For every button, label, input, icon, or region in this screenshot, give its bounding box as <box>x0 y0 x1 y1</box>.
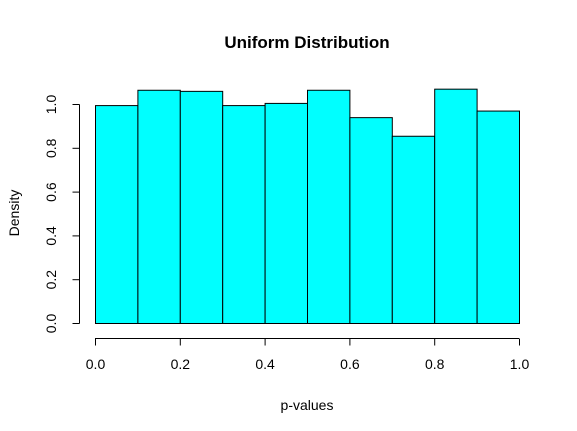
y-axis: 0.0 0.2 0.4 0.6 0.8 1.0 <box>43 95 80 334</box>
y-tick-label: 0.2 <box>43 270 59 290</box>
histogram-bar <box>222 105 266 324</box>
histogram-bar <box>264 102 309 324</box>
histogram-bar <box>476 110 521 324</box>
histogram-bar <box>307 89 351 324</box>
histogram-bar <box>391 135 436 324</box>
x-tick-label: 1.0 <box>510 356 530 372</box>
histogram-bar <box>434 88 478 324</box>
x-tick-label: 0.0 <box>86 356 106 372</box>
y-tick-label: 1.0 <box>43 95 59 115</box>
x-tick-label: 0.8 <box>425 356 445 372</box>
y-tick-label: 0.4 <box>43 226 59 246</box>
bars-group <box>95 88 521 324</box>
y-axis-title: Density <box>6 190 22 237</box>
x-tick-label: 0.2 <box>171 356 191 372</box>
y-tick-label: 0.8 <box>43 138 59 158</box>
histogram-bar <box>137 89 181 324</box>
histogram-bar <box>179 90 224 324</box>
y-tick-label: 0.6 <box>43 182 59 202</box>
x-tick-label: 0.6 <box>340 356 360 372</box>
x-axis: 0.0 0.2 0.4 0.6 0.8 1.0 <box>86 338 530 372</box>
y-tick-label: 0.0 <box>43 314 59 334</box>
histogram-bar <box>95 105 139 324</box>
chart-title: Uniform Distribution <box>224 33 389 52</box>
x-tick-label: 0.4 <box>255 356 275 372</box>
x-axis-title: p-values <box>281 397 334 413</box>
histogram-bar <box>349 117 393 324</box>
